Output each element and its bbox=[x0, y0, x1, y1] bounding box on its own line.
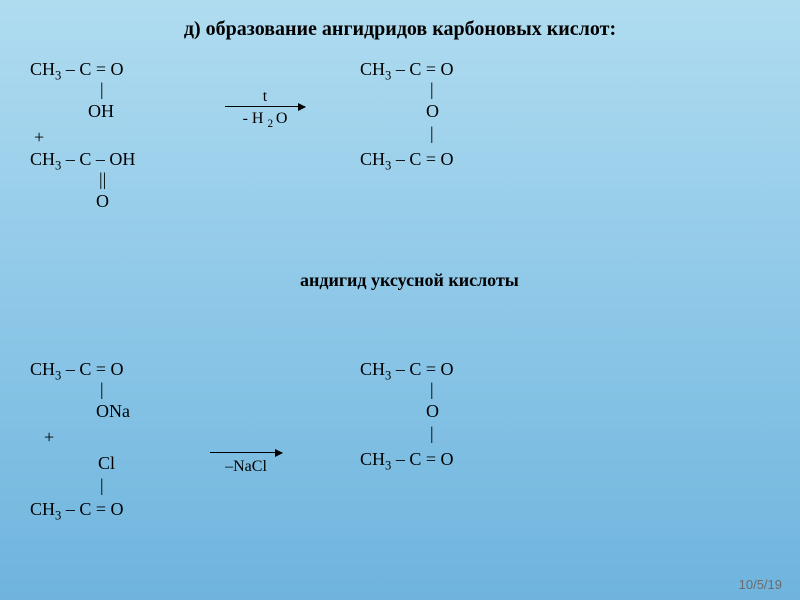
r1-arrow: t - H 2 O bbox=[225, 106, 305, 107]
section-title: д) образование ангидридов карбоновых кис… bbox=[80, 18, 720, 41]
r1-left-line7: O bbox=[96, 192, 109, 210]
r1-left-line4: + bbox=[34, 128, 44, 146]
r1-right-line2: | bbox=[430, 80, 434, 98]
r2-arrow-bot-label: –NaCl bbox=[210, 458, 282, 476]
r1-caption: андигид уксусной кислоты bbox=[300, 270, 519, 291]
r1-right-line3: O bbox=[426, 102, 439, 120]
r1-left-line6: || bbox=[99, 170, 106, 188]
r1-arrow-bot-label: - H 2 O bbox=[225, 110, 305, 130]
r2-arrow: –NaCl bbox=[210, 452, 282, 453]
r2-left-line5: Cl bbox=[98, 454, 115, 472]
r2-right-line4: | bbox=[430, 424, 434, 442]
r2-left-line3: ONa bbox=[96, 402, 130, 420]
r2-right-line1: CH3 – C = O bbox=[360, 360, 453, 382]
r1-left-line1: CH3 – C = O bbox=[30, 60, 123, 82]
r2-left-line1: CH3 – C = O bbox=[30, 360, 123, 382]
r2-left-line6: | bbox=[100, 476, 104, 494]
r1-right-line4: | bbox=[430, 124, 434, 142]
r1-left-line2: | bbox=[100, 80, 104, 98]
r1-left-line5: CH3 – C – OH bbox=[30, 150, 135, 172]
r1-right-line1: CH3 – C = O bbox=[360, 60, 453, 82]
r2-right-line2: | bbox=[430, 380, 434, 398]
r2-right-line5: CH3 – C = O bbox=[360, 450, 453, 472]
r1-right-line5: CH3 – C = O bbox=[360, 150, 453, 172]
r2-right-line3: O bbox=[426, 402, 439, 420]
r2-left-line4: + bbox=[44, 428, 54, 446]
r1-left-line3: OH bbox=[88, 102, 114, 120]
r1-arrow-top-label: t bbox=[225, 88, 305, 106]
r2-left-line7: CH3 – C = O bbox=[30, 500, 123, 522]
footer-date: 10/5/19 bbox=[739, 577, 782, 592]
r2-left-line2: | bbox=[100, 380, 104, 398]
